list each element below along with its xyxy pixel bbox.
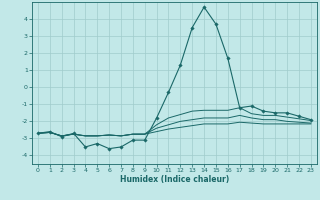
X-axis label: Humidex (Indice chaleur): Humidex (Indice chaleur) xyxy=(120,175,229,184)
